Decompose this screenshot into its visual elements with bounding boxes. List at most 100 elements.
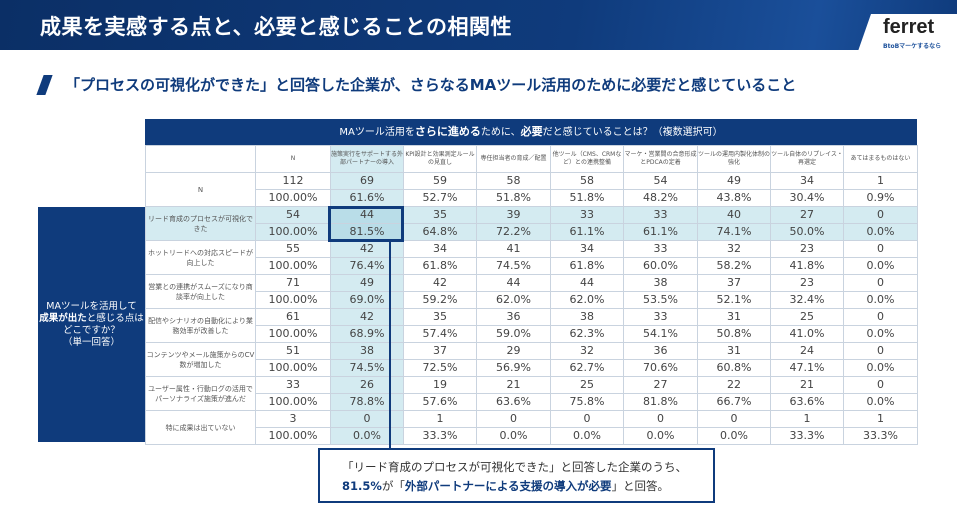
- count-cell: 0: [843, 308, 918, 326]
- percent-cell: 53.5%: [623, 291, 698, 309]
- count-cell: 69: [330, 172, 404, 190]
- row-label: ユーザー属性・行動ログの活用でパーソナライズ施策が進んだ: [145, 376, 256, 411]
- column-header: N: [255, 145, 331, 173]
- count-cell: 42: [403, 274, 477, 292]
- count-cell: 0: [843, 342, 918, 360]
- percent-cell: 52.7%: [403, 189, 477, 207]
- percent-cell: 62.0%: [476, 291, 551, 309]
- percent-cell: 63.6%: [476, 393, 551, 411]
- percent-cell: 0.0%: [476, 427, 551, 445]
- page-title: 成果を実感する点と、必要と感じることの相関性: [40, 15, 512, 39]
- count-cell: 33: [255, 376, 331, 394]
- percent-cell: 70.6%: [623, 359, 698, 377]
- count-cell: 34: [770, 172, 844, 190]
- count-cell: 3: [255, 410, 331, 428]
- count-cell: 51: [255, 342, 331, 360]
- percent-cell: 100.00%: [255, 223, 331, 241]
- percent-cell: 61.6%: [330, 189, 404, 207]
- row-label: 特に成果は出ていない: [145, 410, 256, 445]
- percent-cell: 58.2%: [697, 257, 771, 275]
- count-cell: 49: [330, 274, 404, 292]
- table-row-pct: 100.00% 69.0% 59.2% 62.0% 62.0% 53.5% 52.1% 32.…: [146, 291, 918, 309]
- table-row-pct: 100.00% 61.6% 52.7% 51.8% 51.8% 48.2% 43.8% 30.…: [146, 189, 918, 207]
- percent-cell: 0.0%: [550, 427, 624, 445]
- percent-cell: 61.8%: [550, 257, 624, 275]
- table-row: ホットリードへの対応スピードが向上した 55 42 34 41 34 33 32 23 0: [145, 240, 918, 275]
- count-cell: 33: [550, 206, 624, 224]
- table-row: リード育成のプロセスが可視化できた 54 44 35 39 33 33 40 27 0: [145, 206, 918, 241]
- percent-cell: 100.00%: [255, 393, 331, 411]
- count-cell: 54: [623, 172, 698, 190]
- percent-cell: 72.5%: [403, 359, 477, 377]
- column-header: あてはまるものはない: [843, 145, 918, 173]
- percent-cell: 60.8%: [697, 359, 771, 377]
- count-cell: 0: [697, 410, 771, 428]
- percent-cell: 100.00%: [255, 359, 331, 377]
- count-cell: 22: [697, 376, 771, 394]
- count-cell: 42: [330, 240, 404, 258]
- row-label: ホットリードへの対応スピードが向上した: [145, 240, 256, 275]
- percent-cell: 63.6%: [770, 393, 844, 411]
- percent-cell: 0.0%: [843, 359, 918, 377]
- count-cell: 34: [403, 240, 477, 258]
- percent-cell: 62.0%: [550, 291, 624, 309]
- count-cell: 44: [330, 206, 404, 224]
- count-cell: 0: [623, 410, 698, 428]
- percent-cell: 33.3%: [770, 427, 844, 445]
- count-cell: 0: [476, 410, 551, 428]
- count-cell: 32: [697, 240, 771, 258]
- percent-cell: 100.00%: [255, 325, 331, 343]
- percent-cell: 47.1%: [770, 359, 844, 377]
- table-row: ユーザー属性・行動ログの活用でパーソナライズ施策が進んだ 33 26 19 21 25 27…: [145, 376, 918, 411]
- percent-cell: 61.1%: [623, 223, 698, 241]
- percent-cell: 66.7%: [697, 393, 771, 411]
- percent-cell: 60.0%: [623, 257, 698, 275]
- count-cell: 23: [770, 240, 844, 258]
- count-cell: 58: [476, 172, 551, 190]
- count-cell: 38: [623, 274, 698, 292]
- count-cell: 29: [476, 342, 551, 360]
- row-label: N: [145, 172, 256, 207]
- count-cell: 55: [255, 240, 331, 258]
- count-cell: 37: [403, 342, 477, 360]
- highlight-box: [328, 206, 404, 242]
- table-row-pct: 100.00% 76.4% 61.8% 74.5% 61.8% 60.0% 58.2% 41.…: [146, 257, 918, 275]
- percent-cell: 50.8%: [697, 325, 771, 343]
- percent-cell: 0.0%: [843, 393, 918, 411]
- count-cell: 58: [550, 172, 624, 190]
- count-cell: 38: [550, 308, 624, 326]
- count-cell: 0: [843, 206, 918, 224]
- table-header-question: MAツール活用をさらに進めるために、必要だと感じていることは？（複数選択可）: [145, 119, 917, 145]
- count-cell: 0: [550, 410, 624, 428]
- table-row-pct: 100.00% 81.5% 64.8% 72.2% 61.1% 61.1% 74.1% 50.…: [146, 223, 918, 241]
- count-cell: 26: [330, 376, 404, 394]
- count-cell: 25: [770, 308, 844, 326]
- count-cell: 54: [255, 206, 331, 224]
- count-cell: 1: [403, 410, 477, 428]
- percent-cell: 0.0%: [843, 291, 918, 309]
- column-header: 施策実行をサポートする外部パートナーの導入: [330, 145, 404, 173]
- percent-cell: 51.8%: [550, 189, 624, 207]
- count-cell: 25: [550, 376, 624, 394]
- percent-cell: 100.00%: [255, 189, 331, 207]
- percent-cell: 69.0%: [330, 291, 404, 309]
- corner-cell: [145, 145, 256, 173]
- table-row-pct: 100.00% 78.8% 57.6% 63.6% 75.8% 81.8% 66.7% 63.…: [146, 393, 918, 411]
- percent-cell: 33.3%: [843, 427, 918, 445]
- column-header: ツール自体のリプレイス・再選定: [770, 145, 844, 173]
- count-cell: 31: [697, 308, 771, 326]
- count-cell: 33: [623, 240, 698, 258]
- column-header: ツールの運用内製化体制の強化: [697, 145, 771, 173]
- count-cell: 1: [843, 172, 918, 190]
- crosstab-table: N 施策実行をサポートする外部パートナーの導入 KPI設計と効果測定ルールの見直し専…: [145, 145, 918, 445]
- percent-cell: 74.5%: [330, 359, 404, 377]
- percent-cell: 81.8%: [623, 393, 698, 411]
- count-cell: 24: [770, 342, 844, 360]
- table-row: 営業との連携がスムーズになり商談率が向上した 71 49 42 44 44 38 37 23 0: [145, 274, 918, 309]
- count-cell: 21: [476, 376, 551, 394]
- percent-cell: 54.1%: [623, 325, 698, 343]
- percent-cell: 72.2%: [476, 223, 551, 241]
- percent-cell: 48.2%: [623, 189, 698, 207]
- percent-cell: 75.8%: [550, 393, 624, 411]
- count-cell: 38: [330, 342, 404, 360]
